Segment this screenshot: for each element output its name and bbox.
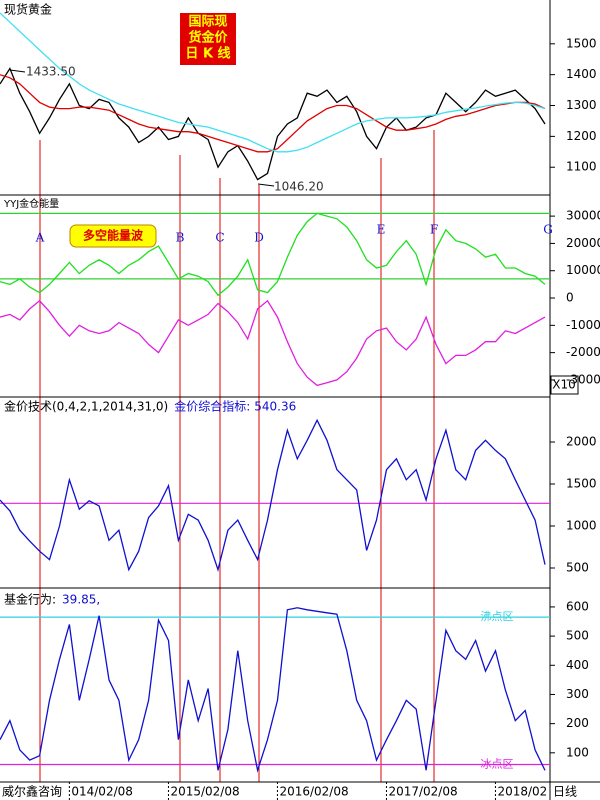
panel-title: 现货黄金 <box>4 2 52 17</box>
y-tick-label: 100 <box>566 745 589 759</box>
event-label: D <box>254 231 264 245</box>
event-label: B <box>176 231 185 245</box>
y-tick-label: 1300 <box>566 98 597 112</box>
y-tick-label: 600 <box>566 599 589 613</box>
unit-box <box>550 375 579 395</box>
x-tick-label: 2017/02/08 <box>388 785 457 799</box>
source: 威尔鑫咨询 <box>2 784 62 799</box>
panel-title: YYJ金仓能量 <box>3 197 59 210</box>
y-tick-label: 1400 <box>566 67 597 81</box>
x-tick-label: 2015/02/08 <box>170 785 239 799</box>
current-value: 540.36 <box>254 400 296 414</box>
y-tick-label: 1200 <box>566 129 597 143</box>
y-tick-label: 500 <box>566 629 589 643</box>
y-tick-label: -20000 <box>566 345 600 359</box>
source-bg <box>0 783 66 800</box>
panel-title: 金价技术(0,4,2,1,2014,31,0) <box>4 399 168 414</box>
badge-box <box>69 224 157 248</box>
event-label: F <box>430 223 438 237</box>
unit-label: X10 <box>552 378 576 392</box>
annotation: 1046.20 <box>274 180 324 194</box>
event-label: C <box>215 231 224 245</box>
x-tick-label: 014/02/08 <box>71 785 133 799</box>
badge-box <box>180 13 236 65</box>
reference-label: 沸点区 <box>481 610 514 623</box>
y-tick-label: 300 <box>566 687 589 701</box>
x-tick-label: 2018/02 <box>497 785 547 799</box>
y-tick-label: 30000 <box>566 209 600 223</box>
y-tick-label: 1100 <box>566 160 597 174</box>
y-tick-label: 0 <box>566 291 574 305</box>
y-tick-label: 500 <box>566 561 589 575</box>
panel-title: 基金行为: <box>4 592 56 607</box>
y-tick-label: 1500 <box>566 477 597 491</box>
data-line <box>0 418 546 573</box>
data-line <box>0 607 546 773</box>
y-tick-label: -30000 <box>566 372 600 386</box>
data-line <box>0 12 546 153</box>
y-tick-label: 1000 <box>566 519 597 533</box>
y-tick-label: 20000 <box>566 236 600 250</box>
y-tick-label: 200 <box>566 716 589 730</box>
current-value: 39.85 <box>62 593 96 607</box>
y-tick-label: 400 <box>566 658 589 672</box>
value-suffix: , <box>96 593 100 607</box>
annotation-leader <box>257 183 275 187</box>
value-label: 金价综合指标: <box>174 399 250 414</box>
data-line <box>0 212 546 297</box>
event-label: E <box>377 223 386 237</box>
badge-text: 国际现 <box>188 15 227 30</box>
data-line <box>0 299 546 387</box>
x-tick-label: 2016/02/08 <box>279 785 348 799</box>
badge-text: 多空能量波 <box>83 228 144 243</box>
x-suffix: 日线 <box>553 785 577 799</box>
y-tick-label: 2000 <box>566 435 597 449</box>
annotation-leader <box>9 69 26 73</box>
event-label: A <box>35 231 45 245</box>
annotation: 1433.50 <box>26 65 76 79</box>
badge-text: 日 K 线 <box>185 46 230 62</box>
y-tick-label: 1500 <box>566 36 597 50</box>
badge-text: 货金价 <box>188 30 228 46</box>
event-label: G <box>543 223 553 237</box>
reference-label: 冰点区 <box>481 757 514 770</box>
